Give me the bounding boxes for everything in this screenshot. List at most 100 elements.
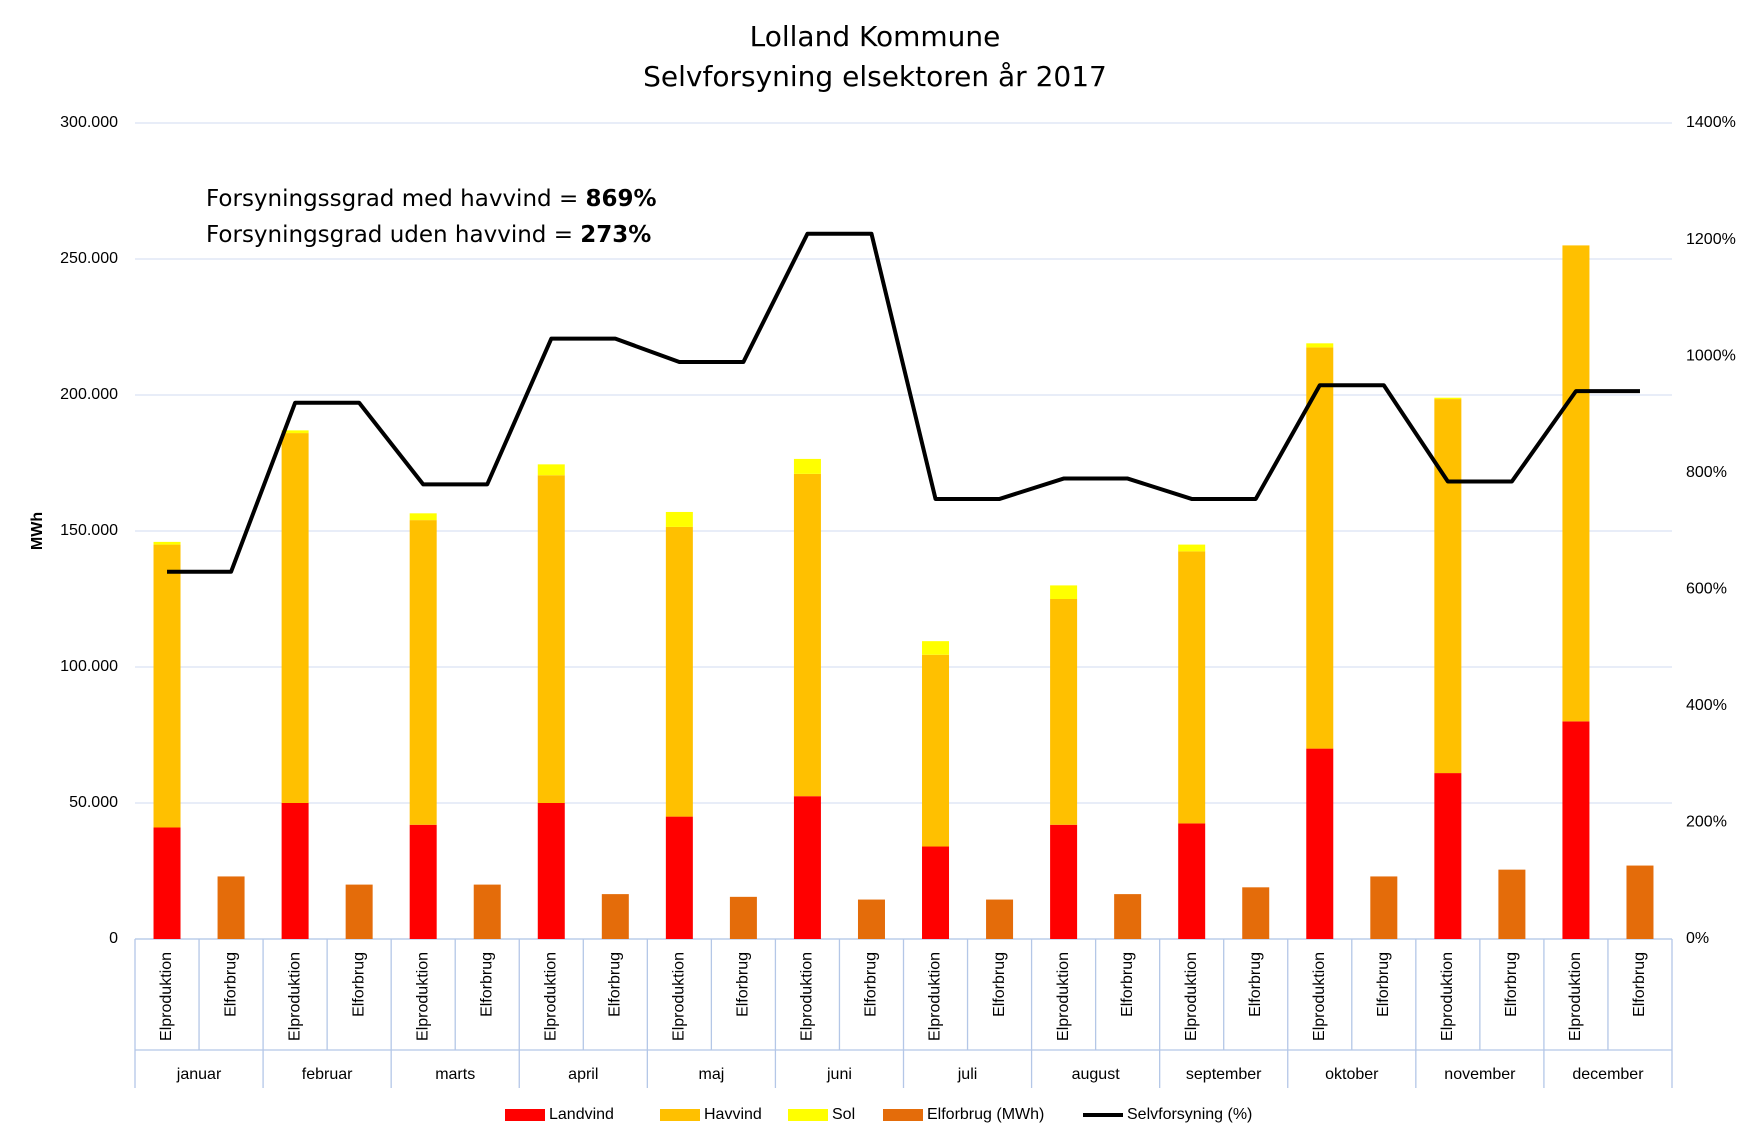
x-tick-label: Elproduktion	[1311, 952, 1328, 1041]
line	[167, 231, 1640, 574]
x-tick-label: Elproduktion	[1183, 952, 1200, 1041]
bar	[665, 816, 693, 939]
x-group-label: maj	[698, 1066, 724, 1083]
x-tick-label: Elproduktion	[414, 952, 431, 1041]
annotation-value: 273%	[580, 222, 651, 248]
x-tick-label: Elforbrug	[1247, 952, 1264, 1017]
y-tick-label: 50.000	[69, 794, 118, 811]
x-tick-label: Elforbrug	[350, 952, 367, 1017]
x-tick-label: Elproduktion	[1567, 952, 1584, 1041]
bar	[1498, 869, 1526, 939]
bar	[601, 894, 629, 939]
x-tick-label: Elforbrug	[1119, 952, 1136, 1017]
x-tick-label: Elproduktion	[1439, 952, 1456, 1041]
chart-title: Selvforsyning elsektoren år 2017	[643, 60, 1107, 93]
bar	[665, 526, 693, 817]
bar	[153, 541, 181, 545]
legend-label: Landvind	[549, 1106, 614, 1123]
annotation-text: Forsyningsgrad uden havvind =	[206, 222, 580, 248]
y-tick-label: 200.000	[60, 386, 118, 403]
legend-label: Elforbrug (MWh)	[927, 1106, 1044, 1123]
x-group-label: april	[568, 1066, 598, 1083]
x-tick-label: Elproduktion	[671, 952, 688, 1041]
bar	[1434, 773, 1462, 939]
y2-tick-label: 200%	[1686, 814, 1727, 831]
bar	[1370, 876, 1398, 939]
x-tick-label: Elproduktion	[542, 952, 559, 1041]
x-tick-label: Elforbrug	[1503, 952, 1520, 1017]
legend-label: Selvforsyning (%)	[1127, 1106, 1252, 1123]
bar	[922, 846, 950, 939]
x-group-label: februar	[302, 1066, 353, 1083]
bar	[217, 876, 245, 939]
bar	[1178, 551, 1206, 824]
x-tick-label: Elforbrug	[735, 952, 752, 1017]
bar	[537, 464, 565, 476]
bar	[345, 884, 373, 939]
y2-tick-label: 0%	[1686, 930, 1709, 947]
annotation-text: Forsyningssgrad med havvind =	[206, 186, 586, 212]
bar	[1562, 721, 1590, 939]
bar	[1242, 887, 1270, 939]
bar	[1562, 245, 1590, 722]
bar	[1626, 865, 1654, 939]
x-tick-label: Elforbrug	[991, 952, 1008, 1017]
annotation: Forsyningsgrad uden havvind = 273%	[206, 222, 651, 248]
bar	[281, 803, 309, 939]
x-group-label: oktober	[1325, 1066, 1379, 1083]
x-tick-label: Elproduktion	[927, 952, 944, 1041]
y-tick-label: 150.000	[60, 522, 118, 539]
y-tick-label: 250.000	[60, 250, 118, 267]
bar	[793, 458, 821, 474]
x-group-label: januar	[176, 1066, 222, 1083]
bar	[1114, 894, 1142, 939]
y-tick-label: 0	[109, 930, 118, 947]
x-tick-label: Elproduktion	[158, 952, 175, 1041]
bar	[409, 520, 437, 825]
bar	[922, 641, 950, 655]
bar	[537, 475, 565, 803]
x-group-label: november	[1444, 1066, 1516, 1083]
y-tick-label: 300.000	[60, 114, 118, 131]
legend-swatch	[788, 1109, 828, 1121]
x-tick-label: Elforbrug	[1375, 952, 1392, 1017]
bar	[537, 803, 565, 939]
bar	[922, 654, 950, 847]
bar	[857, 899, 885, 939]
bar	[1434, 397, 1462, 400]
x-tick-label: Elforbrug	[222, 952, 239, 1017]
y2-tick-label: 1200%	[1686, 231, 1736, 248]
y2-tick-label: 600%	[1686, 581, 1727, 598]
bar	[281, 433, 309, 803]
legend-swatch	[883, 1109, 923, 1121]
bar	[409, 824, 437, 939]
bar	[1050, 824, 1078, 939]
annotation-value: 869%	[586, 186, 657, 212]
y2-tick-label: 1000%	[1686, 347, 1736, 364]
bar	[665, 511, 693, 527]
x-tick-label: Elforbrug	[478, 952, 495, 1017]
bar	[1306, 347, 1334, 749]
legend-label: Havvind	[704, 1106, 762, 1123]
bar	[409, 513, 437, 521]
x-tick-label: Elproduktion	[1055, 952, 1072, 1041]
bar	[793, 473, 821, 797]
x-group-label: september	[1186, 1066, 1262, 1083]
annotation: Forsyningssgrad med havvind = 869%	[206, 186, 657, 212]
bar	[153, 827, 181, 939]
bar	[1050, 585, 1078, 599]
bar	[1306, 343, 1334, 348]
legend-label: Sol	[832, 1106, 855, 1123]
bar	[1050, 599, 1078, 825]
bar	[986, 899, 1014, 939]
x-group-label: december	[1572, 1066, 1644, 1083]
bar	[729, 896, 757, 939]
x-group-label: marts	[435, 1066, 475, 1083]
bar	[153, 544, 181, 828]
y-tick-label: 100.000	[60, 658, 118, 675]
bar	[793, 796, 821, 939]
chart-title: Lolland Kommune	[750, 20, 1001, 53]
x-tick-label: Elforbrug	[863, 952, 880, 1017]
